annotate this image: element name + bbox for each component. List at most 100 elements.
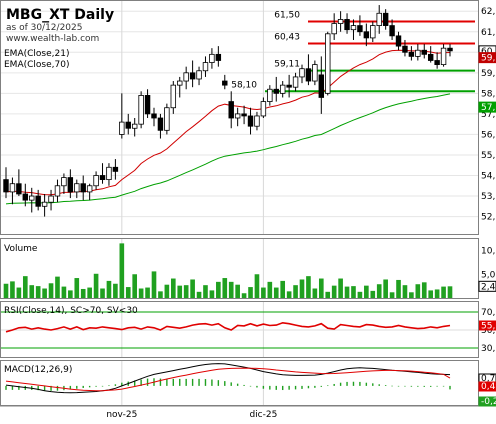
price-tick-label: 55,00: [481, 151, 496, 161]
candle: [395, 31, 402, 51]
candle: [151, 107, 157, 127]
volume-bar: [248, 287, 253, 298]
macd-histogram-bar: [108, 385, 110, 387]
volume-bar: [190, 279, 195, 298]
candle: [337, 11, 344, 32]
macd-histogram-bar: [166, 378, 168, 386]
volume-bar: [48, 283, 54, 298]
legend-ema70: EMA(Close,70): [4, 60, 69, 70]
y-axis-labels: 62,0061,0060,0059,0058,0057,0056,0055,00…: [478, 7, 496, 407]
candle: [183, 66, 189, 90]
volume-bar: [119, 243, 125, 298]
macd-histogram-bar: [43, 385, 46, 391]
candle: [241, 105, 247, 125]
volume-bar: [357, 291, 363, 298]
volume-bars: [3, 243, 453, 298]
macd-histogram-bar: [217, 380, 220, 386]
candle: [402, 39, 408, 57]
candle: [112, 159, 119, 180]
volume-bar: [61, 286, 67, 298]
level-label: 61,50: [274, 10, 300, 20]
volume-bar: [22, 276, 28, 298]
candle: [273, 76, 279, 102]
volume-bar: [331, 285, 337, 298]
candle: [74, 179, 80, 199]
volume-bar: [164, 284, 170, 298]
volume-bar: [351, 286, 356, 298]
volume-bar: [293, 285, 298, 298]
candle-body: [415, 49, 421, 57]
macd-last-label: 0,4942: [481, 382, 496, 392]
candle: [157, 113, 164, 139]
rsi-last-badge: [479, 320, 496, 331]
candle-body: [131, 123, 138, 129]
volume-bar: [306, 276, 311, 298]
candle: [131, 118, 138, 137]
macd-histogram-bar: [346, 381, 348, 386]
candle: [305, 54, 312, 86]
candle-body: [337, 19, 344, 24]
candle-body: [151, 113, 157, 119]
rsi-line: [5, 321, 451, 333]
volume-bar: [203, 285, 208, 298]
candle: [421, 44, 427, 59]
macd-last-badge: [478, 381, 496, 392]
macd-histogram-bar: [172, 378, 175, 386]
candle: [222, 74, 228, 90]
volume-bar: [376, 284, 382, 298]
candle: [440, 44, 447, 67]
candle-body: [395, 35, 402, 47]
volume-bar: [409, 292, 414, 298]
volume-bar: [261, 287, 266, 298]
macd-histogram-bar: [230, 382, 232, 386]
candle-body: [164, 107, 170, 131]
macd-histogram-bar: [82, 385, 84, 388]
macd-histogram-bar: [410, 385, 413, 387]
macd-histogram-bar: [352, 381, 355, 386]
last-value-label: 59,741: [481, 54, 496, 64]
candle-body: [228, 101, 234, 119]
volume-last-label: 2,46 M: [481, 282, 496, 292]
macd-histogram-bar: [224, 381, 226, 386]
macd-histogram-bar: [198, 378, 200, 386]
volume-bar: [87, 287, 92, 298]
volume-bar: [10, 281, 15, 298]
candle: [86, 183, 93, 201]
macd-line: [5, 363, 451, 394]
candle: [247, 107, 254, 135]
candle: [427, 46, 434, 63]
chart-title: MBG_XT Daily: [6, 7, 114, 23]
level-label: 58,10: [231, 80, 257, 90]
macd-histogram-bar: [114, 384, 117, 386]
volume-bar: [158, 291, 163, 298]
macd-histogram-bar: [249, 385, 252, 387]
rsi-tick-label: 30,000: [481, 344, 496, 354]
as-of-date: as of 30/12/2025: [6, 23, 82, 33]
candle-body: [35, 195, 41, 207]
candle: [215, 46, 222, 67]
macd-histogram-bar: [204, 379, 207, 386]
candle-body: [112, 166, 119, 172]
candle-body: [260, 101, 267, 117]
macd-histogram-bar: [275, 385, 277, 390]
candle-body: [273, 88, 279, 94]
volume-bar: [125, 287, 131, 298]
candle-body: [93, 175, 99, 187]
candle-body: [318, 74, 325, 98]
candle: [331, 13, 337, 40]
price-tick-label: 53,00: [481, 192, 496, 202]
candle-body: [279, 84, 286, 94]
candle-body: [170, 84, 177, 109]
volume-bar: [183, 285, 189, 298]
candle: [3, 167, 9, 199]
price-tick-label: 52,00: [481, 213, 496, 223]
candle: [29, 187, 35, 213]
rsi-tick-label: 70,000: [481, 308, 496, 318]
volume-bar: [68, 290, 73, 298]
candle-body: [440, 47, 447, 66]
volume-bar: [428, 290, 434, 298]
candle: [363, 23, 370, 47]
macd-histogram-bar: [179, 378, 181, 386]
volume-bar: [145, 287, 150, 298]
